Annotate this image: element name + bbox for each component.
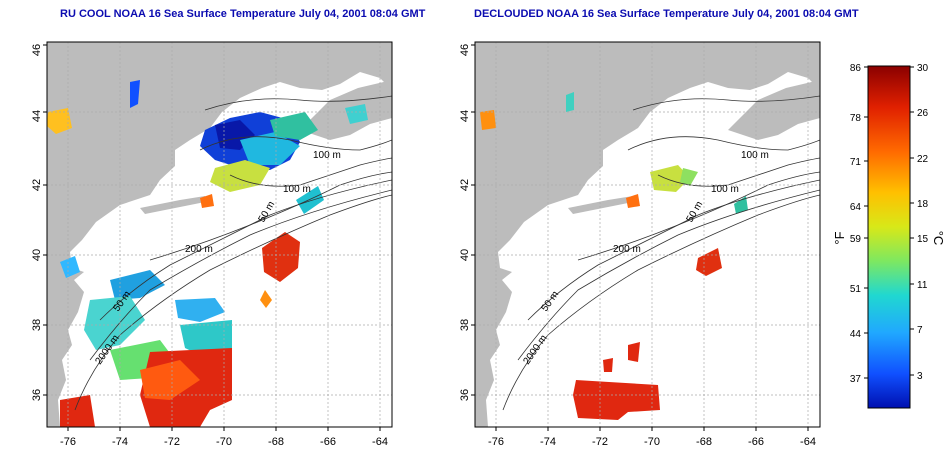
right-contour-label-4: 200 m — [613, 244, 641, 255]
left-contour-label-2: 100 m — [283, 184, 311, 195]
temperature-colorbar: 86 78 71 64 59 51 44 37 30 26 22 18 15 1… — [832, 63, 946, 409]
right-lon-tick-72: -72 — [592, 436, 608, 448]
right-contour-label-1: 100 m — [741, 150, 769, 161]
right-long-island — [568, 196, 633, 214]
right-lat-tick-46: 46 — [459, 44, 471, 56]
colorbar-c-tick-7: 7 — [917, 325, 923, 336]
colorbar-c-tick-26: 26 — [917, 108, 929, 119]
right-bathymetry-contours — [502, 95, 820, 411]
left-lat-tick-38: 38 — [31, 319, 43, 331]
right-map-title: DECLOUDED NOAA 16 Sea Surface Temperatur… — [474, 8, 859, 20]
right-lat-tick-40: 40 — [459, 249, 471, 261]
colorbar-f-tick-59: 59 — [850, 234, 862, 245]
right-lon-tick-66: -66 — [748, 436, 764, 448]
right-lon-tick-76: -76 — [488, 436, 504, 448]
right-nova-scotia — [728, 80, 820, 140]
left-map-title: RU COOL NOAA 16 Sea Surface Temperature … — [60, 8, 426, 20]
right-sst-pixels — [480, 92, 748, 420]
colorbar-c-tick-30: 30 — [917, 63, 929, 74]
left-long-island — [140, 196, 205, 214]
right-lon-tick-68: -68 — [696, 436, 712, 448]
left-lon-tick-74: -74 — [112, 436, 128, 448]
left-bathymetry-contours — [74, 95, 392, 411]
colorbar-f-tick-71: 71 — [850, 157, 862, 168]
right-map-panel: 100 m 100 m 50 m 200 m 50 m 2000 m 36 38… — [459, 41, 821, 448]
colorbar-f-tick-78: 78 — [850, 113, 862, 124]
colorbar-f-tick-37: 37 — [850, 374, 862, 385]
colorbar-f-tick-51: 51 — [850, 284, 862, 295]
right-lon-tick-74: -74 — [540, 436, 556, 448]
left-lat-tick-40: 40 — [31, 249, 43, 261]
colorbar-c-tick-18: 18 — [917, 199, 929, 210]
colorbar-celsius-unit: °C — [931, 231, 946, 246]
left-lon-tick-70: -70 — [216, 436, 232, 448]
colorbar-c-tick-11: 11 — [917, 280, 928, 291]
left-lon-tick-64: -64 — [372, 436, 388, 448]
left-lon-tick-66: -66 — [320, 436, 336, 448]
left-map-panel: 100 m 100 m 50 m 200 m 50 m 2000 m 36 38… — [31, 41, 393, 448]
left-lon-tick-76: -76 — [60, 436, 76, 448]
right-lat-tick-38: 38 — [459, 319, 471, 331]
left-contour-label-4: 200 m — [185, 244, 213, 255]
right-lat-tick-36: 36 — [459, 389, 471, 401]
colorbar-c-tick-3: 3 — [917, 371, 923, 382]
left-lat-tick-42: 42 — [31, 179, 43, 191]
colorbar-f-tick-86: 86 — [850, 63, 862, 74]
colorbar-gradient — [867, 65, 911, 409]
colorbar-c-tick-22: 22 — [917, 154, 929, 165]
right-lon-tick-64: -64 — [800, 436, 816, 448]
colorbar-c-tick-15: 15 — [917, 234, 929, 245]
right-lat-tick-44: 44 — [459, 110, 471, 122]
left-lon-tick-68: -68 — [268, 436, 284, 448]
colorbar-f-tick-64: 64 — [850, 202, 862, 213]
left-lon-tick-72: -72 — [164, 436, 180, 448]
left-land-mass — [47, 42, 392, 427]
right-contour-label-2: 100 m — [711, 184, 739, 195]
left-lat-tick-36: 36 — [31, 389, 43, 401]
left-contour-label-1: 100 m — [313, 150, 341, 161]
left-sst-pixels — [47, 80, 368, 427]
left-lat-tick-44: 44 — [31, 110, 43, 122]
colorbar-fahrenheit-unit: °F — [832, 231, 847, 244]
left-lat-tick-46: 46 — [31, 44, 43, 56]
left-gridlines — [47, 42, 392, 427]
right-lon-tick-70: -70 — [644, 436, 660, 448]
right-land-mass — [475, 42, 820, 427]
colorbar-f-tick-44: 44 — [850, 329, 862, 340]
right-lat-tick-42: 42 — [459, 179, 471, 191]
right-gridlines — [475, 42, 820, 427]
